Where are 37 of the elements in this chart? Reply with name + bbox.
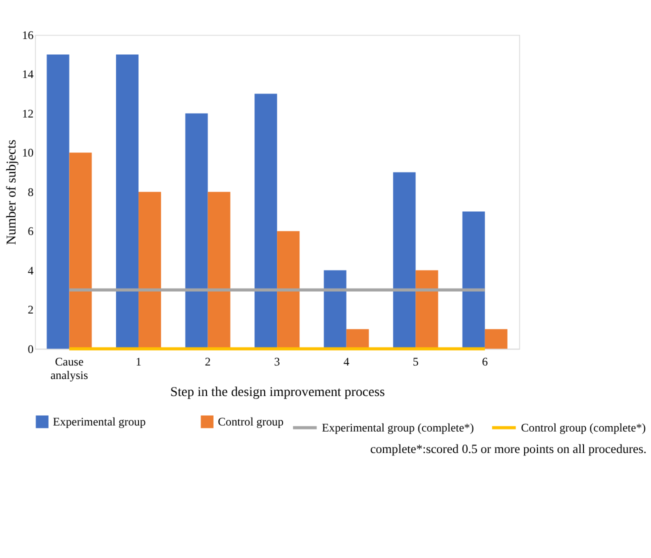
y-tick-label: 14 — [22, 68, 34, 82]
y-tick-label: 16 — [22, 28, 34, 42]
x-tick-label: 2 — [204, 355, 211, 368]
bar — [484, 329, 508, 349]
y-tick-label: 8 — [28, 186, 34, 199]
y-tick-label: 2 — [28, 304, 34, 317]
y-tick-label: 0 — [28, 342, 34, 356]
bar — [69, 152, 92, 349]
x-tick-label: 1 — [136, 355, 142, 368]
legend-label: Control group (complete*) — [520, 421, 646, 434]
bar — [138, 192, 162, 349]
legend-label: Experimental group — [52, 415, 146, 428]
bar — [393, 172, 416, 349]
bar — [254, 94, 278, 349]
x-tick-label: Cause analysis — [50, 355, 88, 382]
x-tick-label: 5 — [412, 355, 419, 368]
bar — [324, 270, 346, 349]
bar — [462, 211, 485, 349]
bar — [346, 329, 369, 349]
x-tick-label: 3 — [274, 355, 280, 368]
text: complete*:scored 0.5 or more points on all procedures. — [370, 442, 647, 456]
bar — [46, 54, 70, 349]
y-tick-label: 6 — [28, 225, 34, 238]
y-tick-label: 12 — [22, 107, 34, 120]
bar — [208, 192, 230, 349]
y-tick-label: 4 — [28, 264, 34, 278]
bar — [416, 270, 438, 349]
bar — [185, 113, 208, 349]
x-axis-title: Step in the design improvement process — [170, 384, 385, 399]
y-tick-label: 10 — [22, 146, 34, 160]
x-tick-label: 4 — [343, 355, 350, 368]
legend-label: Experimental group (complete*) — [322, 421, 474, 434]
bar — [116, 54, 139, 349]
y-axis-title: Number of subjects — [4, 140, 19, 245]
bar — [277, 231, 300, 349]
legend-label: Control group — [218, 415, 284, 428]
x-tick-label: 6 — [482, 355, 488, 368]
